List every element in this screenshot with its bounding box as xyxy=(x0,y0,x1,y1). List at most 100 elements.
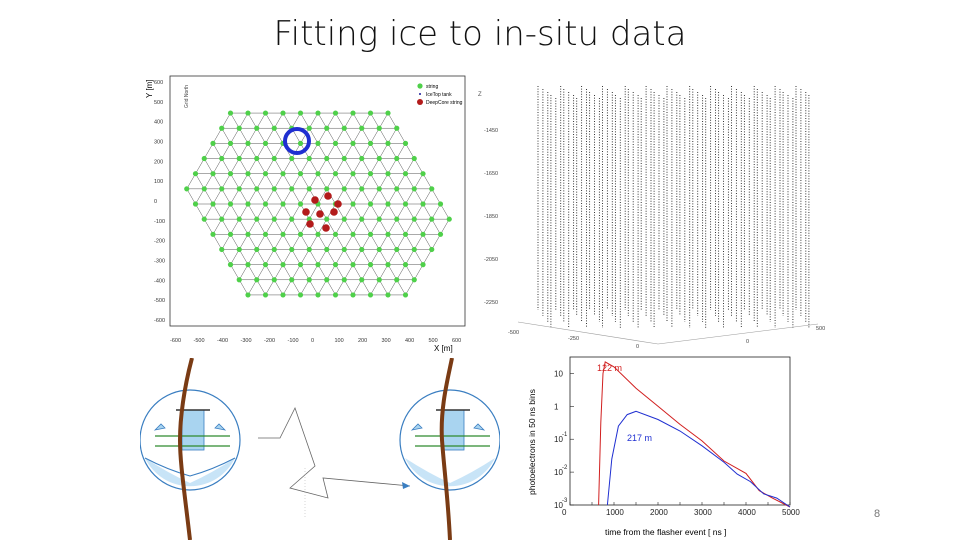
grid-link xyxy=(335,234,345,250)
grid-link xyxy=(230,128,240,144)
grid-link xyxy=(239,173,249,189)
grid-link xyxy=(352,173,362,189)
string-marker xyxy=(192,201,199,207)
array-strings xyxy=(537,86,810,328)
grid-link xyxy=(239,128,249,144)
led-icon xyxy=(153,423,166,431)
grid-link xyxy=(387,234,397,250)
grid-link xyxy=(335,112,345,129)
hist-y-tick: 10 xyxy=(554,369,563,378)
string-marker xyxy=(201,186,207,192)
depth-tick: -1850 xyxy=(484,214,498,220)
grid-link xyxy=(344,249,354,265)
grid-link xyxy=(387,112,397,129)
grid-link xyxy=(379,219,389,235)
string-marker xyxy=(201,216,207,222)
grid-link xyxy=(221,158,231,174)
grid-link xyxy=(239,188,249,205)
grid-link xyxy=(335,158,345,174)
hist-y-tick: 10 xyxy=(554,468,563,477)
grid-link xyxy=(414,264,424,280)
legend-string-label: string xyxy=(426,84,438,90)
grid-link xyxy=(414,203,424,220)
string-marker xyxy=(254,186,260,192)
string-marker xyxy=(227,110,234,116)
grid-link xyxy=(221,234,231,250)
grid-link xyxy=(274,173,284,189)
string-marker xyxy=(376,246,382,253)
grid-link xyxy=(309,249,319,265)
grid-link xyxy=(396,188,406,205)
depth-tick: -2250 xyxy=(484,300,498,306)
grid-link xyxy=(352,234,362,250)
string-marker xyxy=(350,292,356,298)
string-marker xyxy=(297,140,304,146)
map-x-tick: 300 xyxy=(382,338,391,344)
grid-link xyxy=(256,234,266,250)
grid-link xyxy=(396,249,406,265)
grid-link xyxy=(265,128,275,144)
grid-link xyxy=(326,158,336,174)
grid-link xyxy=(221,249,231,265)
string-marker xyxy=(420,231,426,237)
grid-link xyxy=(326,143,336,159)
grid-link xyxy=(352,249,362,265)
string-marker xyxy=(350,262,356,268)
grid-link xyxy=(352,219,362,235)
map-y-tick: 0 xyxy=(154,199,157,205)
grid-link xyxy=(239,264,249,280)
string-marker xyxy=(402,140,409,146)
grid-link xyxy=(422,234,432,250)
deepcore-marker xyxy=(324,192,332,200)
grid-link xyxy=(291,158,301,174)
grid-link xyxy=(274,158,284,174)
grid-link xyxy=(379,112,389,129)
string-marker xyxy=(184,186,190,192)
grid-link xyxy=(405,158,415,174)
string-marker xyxy=(367,201,374,207)
string-marker xyxy=(359,277,365,283)
string-marker xyxy=(289,186,295,192)
grid-link xyxy=(379,249,389,265)
string-marker xyxy=(297,201,304,207)
grid-link xyxy=(352,264,362,280)
grid-link xyxy=(300,158,310,174)
string-marker xyxy=(367,262,374,268)
string-marker xyxy=(367,292,374,298)
grid-link xyxy=(204,203,214,220)
grid-link xyxy=(256,173,266,189)
detector-map-panel: Y [m] X [m] Grid North -600 -500 -400 -300-… xyxy=(140,72,480,354)
string-marker xyxy=(227,171,234,177)
string-marker xyxy=(271,125,277,131)
string-marker xyxy=(420,171,426,177)
grid-link xyxy=(414,219,424,235)
grid-link xyxy=(282,249,292,265)
grid-link xyxy=(387,128,397,144)
map-y-tick: -400 xyxy=(154,278,165,284)
grid-link xyxy=(422,203,432,220)
grid-link xyxy=(212,219,222,235)
deepcore-marker xyxy=(330,208,338,216)
string-marker xyxy=(332,292,339,298)
grid-link xyxy=(344,234,354,250)
grid-link xyxy=(317,143,327,159)
grid-link xyxy=(361,173,371,189)
grid-link xyxy=(352,128,362,144)
grid-link xyxy=(379,128,389,144)
string-marker xyxy=(254,125,260,131)
string-marker xyxy=(236,155,242,162)
hist-x-tick: 1000 xyxy=(606,508,624,517)
bottom-tick: 0 xyxy=(746,339,749,345)
string-marker xyxy=(254,216,260,222)
string-marker xyxy=(394,277,400,283)
depth-tick: -1650 xyxy=(484,171,498,177)
grid-link xyxy=(370,158,380,174)
hist-series-1 xyxy=(606,410,791,508)
grid-link xyxy=(300,173,310,189)
string-marker xyxy=(411,155,417,162)
string-marker xyxy=(219,216,225,222)
grid-link xyxy=(291,264,301,280)
grid-link xyxy=(230,112,240,129)
bottom-tick: 0 xyxy=(636,344,639,350)
